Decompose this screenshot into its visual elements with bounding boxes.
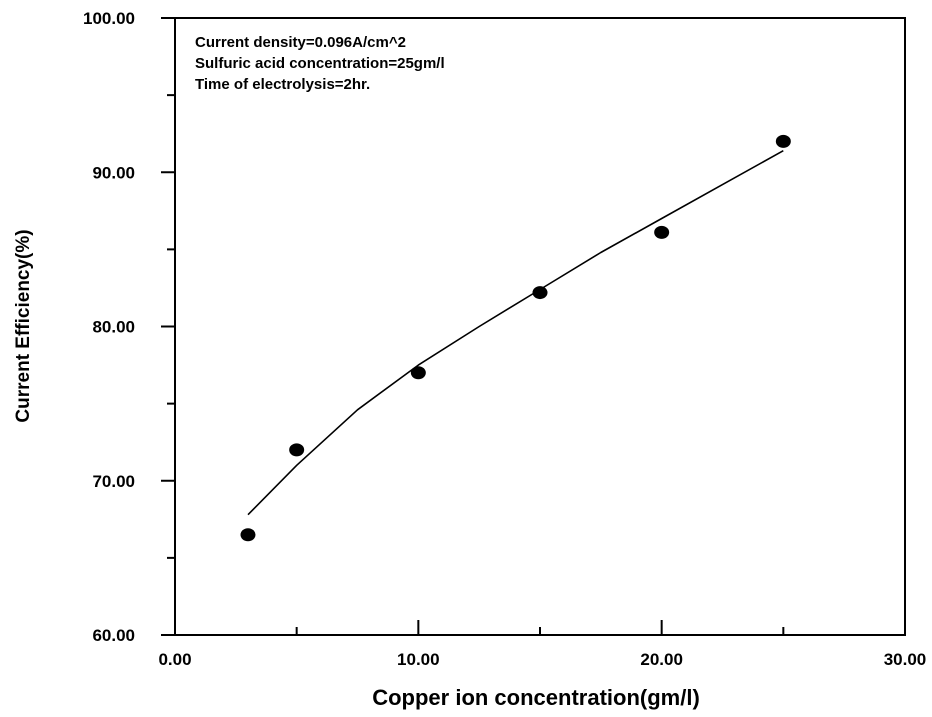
data-point [289, 443, 305, 457]
tick-labels-layer: 0.00 10.00 20.00 30.00 60.00 70.00 80.00 90.00 1… [83, 9, 926, 669]
data-point [654, 225, 670, 239]
data-point [240, 528, 256, 542]
annotation-electrolysis-time: Time of electrolysis=2hr. [195, 76, 370, 93]
data-point [775, 134, 791, 148]
plot-frame [174, 17, 906, 636]
y-axis-title: Current Efficiency(%) [13, 229, 34, 422]
x-tick-label: 30.00 [884, 650, 927, 669]
data-point [532, 286, 548, 300]
x-tick-label: 20.00 [640, 650, 683, 669]
trend-line [247, 150, 784, 516]
y-tick-label: 60.00 [92, 626, 135, 645]
y-tick-label: 80.00 [92, 318, 135, 337]
x-tick-label: 0.00 [158, 650, 191, 669]
x-axis-title: Copper ion concentration(gm/l) [372, 685, 700, 710]
annotation-acid-concentration: Sulfuric acid concentration=25gm/l [195, 55, 445, 72]
series-layer [240, 134, 791, 542]
y-tick-label: 100.00 [83, 9, 135, 28]
data-point [410, 366, 426, 380]
y-tick-label: 70.00 [92, 472, 135, 491]
y-tick-label: 90.00 [92, 163, 135, 182]
annotation-layer: Current density=0.096A/cm^2 Sulfuric aci… [195, 34, 445, 93]
ticks-layer [161, 17, 906, 636]
annotation-current-density: Current density=0.096A/cm^2 [195, 34, 406, 51]
x-tick-label: 10.00 [397, 650, 440, 669]
